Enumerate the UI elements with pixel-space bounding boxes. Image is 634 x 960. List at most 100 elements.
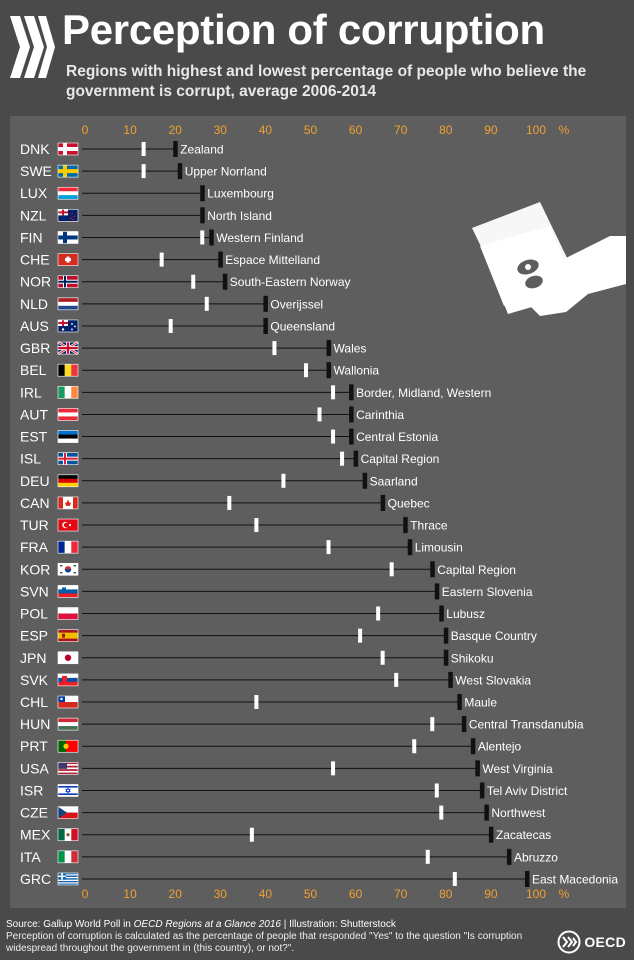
low-marker-irl <box>331 385 336 400</box>
row-label-mex: MEX <box>20 827 51 843</box>
flag-deu-icon <box>57 474 79 488</box>
low-marker-can <box>227 495 232 510</box>
header: Perception of corruption Regions with hi… <box>0 0 634 106</box>
flag-nzl-icon <box>57 209 79 222</box>
region-label-nzl: North Island <box>207 209 272 223</box>
oecd-brand: OECD <box>557 930 626 954</box>
low-marker-bel <box>303 363 308 378</box>
region-label-tur: Thrace <box>410 519 448 533</box>
x-tick-label-bottom-70: 70 <box>394 887 408 901</box>
region-label-lux: Luxembourg <box>207 187 274 201</box>
low-marker-nor <box>191 274 196 289</box>
flag-svk-icon <box>57 673 79 687</box>
region-label-aut: Carinthia <box>356 408 404 422</box>
high-marker-prt <box>470 738 476 755</box>
region-label-usa: West Virginia <box>482 762 553 776</box>
high-marker-chl <box>457 694 462 710</box>
region-label-prt: Alentejo <box>478 740 522 754</box>
low-marker-svk <box>394 672 399 687</box>
flag-can-icon <box>57 496 79 510</box>
x-tick-label-bottom-90: 90 <box>484 887 498 901</box>
high-marker-fin <box>209 229 214 246</box>
x-tick-label-bottom-100: 100 <box>526 887 546 901</box>
flag-cze-icon <box>57 806 79 819</box>
flag-bel-icon <box>57 363 79 377</box>
row-label-pol: POL <box>20 606 48 622</box>
row-label-ita: ITA <box>20 849 41 865</box>
row-label-irl: IRL <box>20 384 42 400</box>
high-marker-isl <box>353 450 359 467</box>
x-tick-label-top-40: 40 <box>259 123 273 137</box>
low-marker-nld <box>204 296 209 311</box>
flag-chl-icon <box>57 695 79 709</box>
high-marker-dnk <box>173 141 178 157</box>
flag-kor-icon <box>57 562 79 576</box>
source-suffix: | Illustration: Shutterstock <box>280 919 396 930</box>
row-label-esp: ESP <box>20 628 48 644</box>
high-marker-che <box>218 251 223 268</box>
source-title[interactable]: OECD Regions at a Glance 2016 <box>133 919 281 930</box>
footer: Source: Gallup World Poll in OECD Region… <box>6 919 566 955</box>
page-subtitle: Regions with highest and lowest percenta… <box>66 63 587 100</box>
row-label-est: EST <box>20 429 48 445</box>
x-tick-label-top-70: 70 <box>394 123 408 137</box>
high-marker-bel <box>326 362 332 379</box>
high-marker-nor <box>222 273 228 290</box>
hand-holding-money-icon <box>472 202 626 316</box>
oecd-brand-label: OECD <box>584 934 626 950</box>
row-label-isl: ISL <box>20 451 41 467</box>
x-tick-label-top-90: 90 <box>484 123 498 137</box>
low-marker-gbr <box>272 341 277 356</box>
flag-fra-icon <box>57 540 79 554</box>
region-label-fin: Western Finland <box>216 231 303 245</box>
x-tick-label-bottom-20: 20 <box>169 887 183 901</box>
region-label-deu: Saarland <box>370 474 418 488</box>
region-label-gbr: Wales <box>334 342 367 356</box>
low-marker-deu <box>281 473 286 488</box>
flag-mex-icon <box>57 828 79 842</box>
source-line: Source: Gallup World Poll in OECD Region… <box>6 919 566 931</box>
row-label-che: CHE <box>20 252 50 268</box>
row-label-fin: FIN <box>20 229 43 245</box>
row-label-dnk: DNK <box>20 141 50 157</box>
high-marker-kor <box>430 561 435 578</box>
high-marker-deu <box>362 472 368 489</box>
low-marker-aus <box>168 318 173 333</box>
region-label-svn: Eastern Slovenia <box>442 585 533 599</box>
flag-hun-icon <box>57 717 79 731</box>
x-tick-label-bottom-10: 10 <box>123 887 137 901</box>
region-label-isl: Capital Region <box>361 452 440 466</box>
row-label-nld: NLD <box>20 296 48 312</box>
high-marker-nzl <box>200 207 205 224</box>
page-title: Perception of corruption <box>62 6 545 53</box>
flag-swe-icon <box>57 164 79 178</box>
row-label-grc: GRC <box>20 871 51 887</box>
row-label-swe: SWE <box>20 163 52 179</box>
flag-gbr-icon <box>57 341 79 356</box>
flag-dnk-icon <box>57 142 79 156</box>
x-tick-label-top-0: 0 <box>82 123 89 137</box>
flag-esp-icon <box>57 629 79 642</box>
region-label-cze: Northwest <box>491 806 546 820</box>
region-label-can: Quebec <box>388 496 430 510</box>
row-label-svk: SVK <box>20 672 49 688</box>
region-label-jpn: Shikoku <box>451 651 494 665</box>
region-label-fra: Limousin <box>415 541 463 555</box>
flag-isl-icon <box>57 452 79 465</box>
region-label-kor: Capital Region <box>437 563 516 577</box>
low-marker-fin <box>200 230 205 245</box>
low-marker-isl <box>340 451 345 466</box>
region-label-che: Espace Mittelland <box>225 253 320 267</box>
low-marker-cze <box>439 805 444 820</box>
region-label-grc: East Macedonia <box>532 872 618 886</box>
flag-irl-icon <box>57 386 79 399</box>
row-label-aus: AUS <box>20 318 49 334</box>
oecd-chevrons-logo <box>10 16 55 78</box>
high-marker-nld <box>263 295 268 312</box>
row-label-fra: FRA <box>20 539 49 555</box>
high-marker-cze <box>484 804 489 821</box>
high-marker-grc <box>524 870 530 887</box>
flag-aus-icon <box>57 319 79 333</box>
x-tick-label-top-20: 20 <box>169 123 183 137</box>
high-marker-esp <box>443 627 449 644</box>
